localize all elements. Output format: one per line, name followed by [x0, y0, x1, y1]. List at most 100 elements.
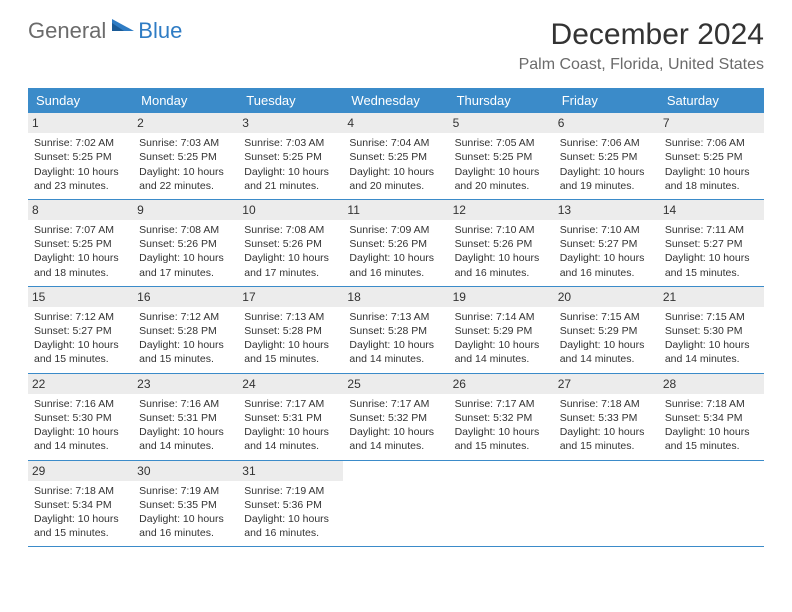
- day-cell: 15Sunrise: 7:12 AMSunset: 5:27 PMDayligh…: [28, 287, 133, 373]
- day-cell: 9 Sunrise: 7:08 AMSunset: 5:26 PMDaylight…: [133, 200, 238, 286]
- day-cell: 29Sunrise: 7:18 AMSunset: 5:34 PMDayligh…: [28, 461, 133, 547]
- day-number: 15: [28, 287, 133, 307]
- day-cell: 8Sunrise: 7:07 AMSunset: 5:25 PMDaylight…: [28, 200, 133, 286]
- day-header-thursday: Thursday: [449, 88, 554, 113]
- sunrise-text: Sunrise: 7:02 AM: [34, 136, 127, 150]
- day-header-sunday: Sunday: [28, 88, 133, 113]
- daylight-text: Daylight: 10 hours and 16 minutes.: [455, 251, 548, 279]
- sunrise-text: Sunrise: 7:17 AM: [455, 397, 548, 411]
- daylight-text: Daylight: 10 hours and 16 minutes.: [139, 512, 232, 540]
- sunrise-text: Sunrise: 7:07 AM: [34, 223, 127, 237]
- day-cell: 12Sunrise: 7:10 AMSunset: 5:26 PMDayligh…: [449, 200, 554, 286]
- day-cell: 3Sunrise: 7:03 AMSunset: 5:25 PMDaylight…: [238, 113, 343, 199]
- day-number: 31: [238, 461, 343, 481]
- sunset-text: Sunset: 5:34 PM: [34, 498, 127, 512]
- daylight-text: Daylight: 10 hours and 17 minutes.: [139, 251, 232, 279]
- daylight-text: Daylight: 10 hours and 20 minutes.: [349, 165, 442, 193]
- sunrise-text: Sunrise: 7:03 AM: [244, 136, 337, 150]
- day-number: 1: [28, 113, 133, 133]
- day-number: 9: [133, 200, 238, 220]
- sunrise-text: Sunrise: 7:16 AM: [34, 397, 127, 411]
- day-cell: 25Sunrise: 7:17 AMSunset: 5:32 PMDayligh…: [343, 374, 448, 460]
- day-cell: 23Sunrise: 7:16 AMSunset: 5:31 PMDayligh…: [133, 374, 238, 460]
- day-number: 22: [28, 374, 133, 394]
- day-cell: [554, 461, 659, 547]
- day-cell: 7Sunrise: 7:06 AMSunset: 5:25 PMDaylight…: [659, 113, 764, 199]
- logo-text-general: General: [28, 18, 106, 44]
- sunrise-text: Sunrise: 7:12 AM: [139, 310, 232, 324]
- sunset-text: Sunset: 5:32 PM: [349, 411, 442, 425]
- day-number: 21: [659, 287, 764, 307]
- daylight-text: Daylight: 10 hours and 14 minutes.: [455, 338, 548, 366]
- header: General Blue December 2024 Palm Coast, F…: [28, 18, 764, 74]
- day-cell: 5Sunrise: 7:05 AMSunset: 5:25 PMDaylight…: [449, 113, 554, 199]
- day-cell: 13Sunrise: 7:10 AMSunset: 5:27 PMDayligh…: [554, 200, 659, 286]
- day-cell: 31Sunrise: 7:19 AMSunset: 5:36 PMDayligh…: [238, 461, 343, 547]
- sunrise-text: Sunrise: 7:13 AM: [244, 310, 337, 324]
- sunset-text: Sunset: 5:31 PM: [139, 411, 232, 425]
- day-number: 10: [238, 200, 343, 220]
- day-number: 2: [133, 113, 238, 133]
- day-cell: 1Sunrise: 7:02 AMSunset: 5:25 PMDaylight…: [28, 113, 133, 199]
- sunrise-text: Sunrise: 7:06 AM: [665, 136, 758, 150]
- week-row: 1Sunrise: 7:02 AMSunset: 5:25 PMDaylight…: [28, 113, 764, 200]
- sunset-text: Sunset: 5:26 PM: [139, 237, 232, 251]
- daylight-text: Daylight: 10 hours and 15 minutes.: [665, 251, 758, 279]
- sunset-text: Sunset: 5:26 PM: [455, 237, 548, 251]
- sunrise-text: Sunrise: 7:17 AM: [244, 397, 337, 411]
- logo-text-blue: Blue: [138, 18, 182, 44]
- day-header-wednesday: Wednesday: [343, 88, 448, 113]
- sunset-text: Sunset: 5:33 PM: [560, 411, 653, 425]
- daylight-text: Daylight: 10 hours and 17 minutes.: [244, 251, 337, 279]
- week-row: 29Sunrise: 7:18 AMSunset: 5:34 PMDayligh…: [28, 461, 764, 548]
- sunset-text: Sunset: 5:30 PM: [665, 324, 758, 338]
- day-number: 11: [343, 200, 448, 220]
- sunset-text: Sunset: 5:25 PM: [244, 150, 337, 164]
- daylight-text: Daylight: 10 hours and 14 minutes.: [349, 425, 442, 453]
- day-number: 8: [28, 200, 133, 220]
- daylight-text: Daylight: 10 hours and 15 minutes.: [244, 338, 337, 366]
- day-number: 19: [449, 287, 554, 307]
- day-number: 30: [133, 461, 238, 481]
- day-cell: 14Sunrise: 7:11 AMSunset: 5:27 PMDayligh…: [659, 200, 764, 286]
- daylight-text: Daylight: 10 hours and 22 minutes.: [139, 165, 232, 193]
- sunset-text: Sunset: 5:25 PM: [349, 150, 442, 164]
- daylight-text: Daylight: 10 hours and 21 minutes.: [244, 165, 337, 193]
- day-number: 12: [449, 200, 554, 220]
- logo-flag-icon: [112, 17, 134, 40]
- daylight-text: Daylight: 10 hours and 15 minutes.: [139, 338, 232, 366]
- month-title: December 2024: [519, 18, 764, 52]
- day-number: 13: [554, 200, 659, 220]
- sunset-text: Sunset: 5:27 PM: [560, 237, 653, 251]
- sunset-text: Sunset: 5:28 PM: [349, 324, 442, 338]
- day-cell: 24Sunrise: 7:17 AMSunset: 5:31 PMDayligh…: [238, 374, 343, 460]
- daylight-text: Daylight: 10 hours and 16 minutes.: [244, 512, 337, 540]
- day-number: 4: [343, 113, 448, 133]
- day-cell: 10Sunrise: 7:08 AMSunset: 5:26 PMDayligh…: [238, 200, 343, 286]
- daylight-text: Daylight: 10 hours and 15 minutes.: [34, 512, 127, 540]
- day-header-monday: Monday: [133, 88, 238, 113]
- sunrise-text: Sunrise: 7:08 AM: [244, 223, 337, 237]
- day-cell: 6Sunrise: 7:06 AMSunset: 5:25 PMDaylight…: [554, 113, 659, 199]
- sunrise-text: Sunrise: 7:11 AM: [665, 223, 758, 237]
- weeks-container: 1Sunrise: 7:02 AMSunset: 5:25 PMDaylight…: [28, 113, 764, 547]
- day-number: 14: [659, 200, 764, 220]
- day-cell: 28Sunrise: 7:18 AMSunset: 5:34 PMDayligh…: [659, 374, 764, 460]
- sunrise-text: Sunrise: 7:16 AM: [139, 397, 232, 411]
- daylight-text: Daylight: 10 hours and 14 minutes.: [34, 425, 127, 453]
- day-cell: [659, 461, 764, 547]
- day-cell: 18Sunrise: 7:13 AMSunset: 5:28 PMDayligh…: [343, 287, 448, 373]
- day-number: 23: [133, 374, 238, 394]
- sunset-text: Sunset: 5:36 PM: [244, 498, 337, 512]
- sunrise-text: Sunrise: 7:15 AM: [665, 310, 758, 324]
- week-row: 15 Sunrise: 7:12 AM Sunset: 5:27 PM Dayligh…: [28, 287, 764, 374]
- day-number: 28: [659, 374, 764, 394]
- day-cell: 4Sunrise: 7:04 AMSunset: 5:25 PMDaylight…: [343, 113, 448, 199]
- sunset-text: Sunset: 5:27 PM: [34, 324, 127, 338]
- sunset-text: Sunset: 5:25 PM: [139, 150, 232, 164]
- title-block: December 2024 Palm Coast, Florida, Unite…: [519, 18, 764, 74]
- sunset-text: Sunset: 5:28 PM: [139, 324, 232, 338]
- sunrise-text: Sunrise: 7:08 AM: [139, 223, 232, 237]
- day-number: 25: [343, 374, 448, 394]
- day-number: 6: [554, 113, 659, 133]
